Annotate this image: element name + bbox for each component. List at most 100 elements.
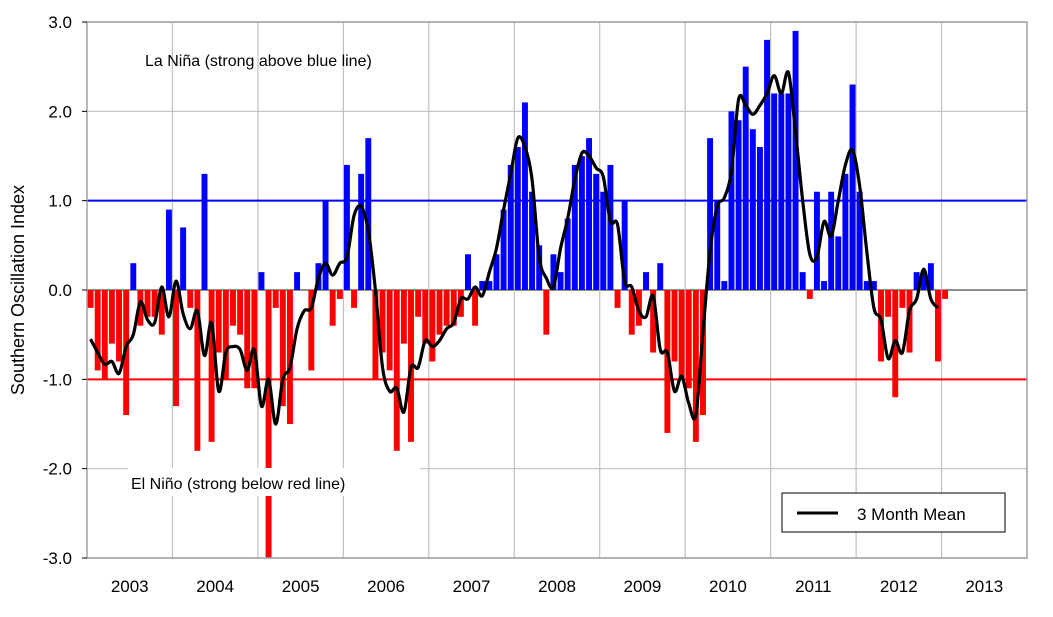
soi-bar (643, 272, 649, 290)
soi-bar (208, 290, 215, 442)
soi-bar (322, 200, 329, 290)
y-tick-label: -2.0 (43, 460, 72, 479)
soi-bar (714, 200, 721, 290)
soi-bar (700, 290, 706, 416)
soi-bar (927, 263, 934, 290)
soi-bar (436, 290, 443, 335)
soi-bar (393, 290, 400, 451)
y-tick-label: 1.0 (48, 192, 72, 211)
soi-bar (842, 173, 849, 290)
y-axis-ticks: 3.0 2.0 1.0 0.0 -1.0 -2.0 -3.0 (43, 13, 87, 568)
legend-label: 3 Month Mean (857, 505, 966, 524)
soi-bar (521, 102, 528, 291)
soi-bar (749, 129, 756, 290)
soi-bar (536, 245, 543, 290)
soi-bar (906, 290, 913, 353)
soi-bar (343, 164, 350, 290)
soi-bar (244, 290, 251, 389)
reference-lines (87, 199, 1027, 381)
soi-bar (607, 164, 614, 290)
soi-bar (400, 290, 407, 344)
soi-bar (358, 173, 365, 290)
soi-bar (379, 290, 386, 353)
soi-bar (935, 290, 941, 362)
soi-bar (593, 173, 600, 290)
soi-bar (101, 290, 108, 380)
la-nina-annotation: La Niña (strong above blue line) (145, 53, 372, 70)
y-tick-label: -3.0 (43, 549, 72, 568)
x-tick-label: 2005 (282, 577, 320, 596)
soi-bar (614, 290, 621, 308)
x-tick-label: 2012 (880, 577, 918, 596)
soi-bar (628, 290, 635, 335)
soi-bar (465, 254, 471, 290)
soi-bar (735, 120, 742, 291)
soi-bar (707, 138, 714, 290)
soi-bar (94, 290, 101, 371)
soi-bar (194, 290, 201, 451)
y-tick-label: 0.0 (48, 281, 72, 300)
soi-bar (422, 290, 429, 344)
soi-bar (685, 290, 692, 389)
mean-line (89, 70, 940, 426)
x-tick-label: 2009 (624, 577, 662, 596)
soi-bar (621, 200, 628, 290)
soi-bar (415, 290, 422, 317)
soi-bar (116, 290, 123, 362)
soi-bar (507, 164, 514, 290)
soi-bar (835, 236, 842, 290)
soi-bar (600, 191, 607, 290)
soi-bar (756, 147, 763, 290)
x-tick-label: 2008 (538, 577, 576, 596)
soi-bar (664, 290, 671, 433)
y-tick-label: 3.0 (48, 13, 72, 32)
y-axis-label: Southern Oscillation Index (8, 185, 28, 395)
soi-bar (671, 290, 678, 362)
soi-bar (457, 290, 464, 317)
soi-bar (187, 290, 194, 308)
soi-bar (564, 218, 571, 290)
el-nino-annotation: El Niño (strong below red line) (131, 476, 345, 493)
soi-bar (251, 290, 258, 389)
y-tick-label: 2.0 (48, 102, 72, 121)
soi-bar (329, 290, 336, 326)
soi-bar (479, 281, 486, 290)
soi-bar (351, 290, 358, 308)
soi-bar (336, 290, 343, 299)
mean-line-group (89, 70, 940, 426)
soi-bar (721, 281, 728, 290)
soi-bar (543, 290, 550, 335)
soi-bar (863, 281, 870, 290)
soi-bar (899, 290, 906, 308)
soi-bar (87, 290, 94, 308)
soi-bar (222, 290, 229, 380)
soi-bar (500, 209, 507, 290)
soi-bar (372, 290, 379, 380)
soi-bar (279, 290, 286, 407)
x-tick-label: 2004 (196, 577, 234, 596)
soi-bar (806, 290, 813, 299)
soi-bar (856, 191, 863, 290)
soi-bar (173, 290, 179, 407)
soi-bar (137, 290, 144, 326)
soi-bar (885, 290, 892, 317)
soi-bar (180, 227, 187, 290)
soi-bar (472, 290, 479, 326)
soi-bar (813, 191, 820, 290)
x-tick-label: 2007 (453, 577, 491, 596)
soi-bar (586, 138, 593, 290)
soi-bar (771, 93, 778, 290)
soi-bar (942, 290, 949, 299)
soi-bar (650, 290, 657, 353)
soi-bar (294, 272, 301, 290)
x-tick-label: 2010 (709, 577, 747, 596)
soi-bar (557, 272, 564, 290)
soi-bar (165, 209, 172, 290)
soi-bar (849, 84, 856, 291)
soi-bar (258, 272, 265, 290)
soi-bar (365, 138, 372, 290)
soi-bar (792, 30, 799, 291)
soi-bar (821, 281, 828, 290)
soi-bar (201, 173, 208, 290)
